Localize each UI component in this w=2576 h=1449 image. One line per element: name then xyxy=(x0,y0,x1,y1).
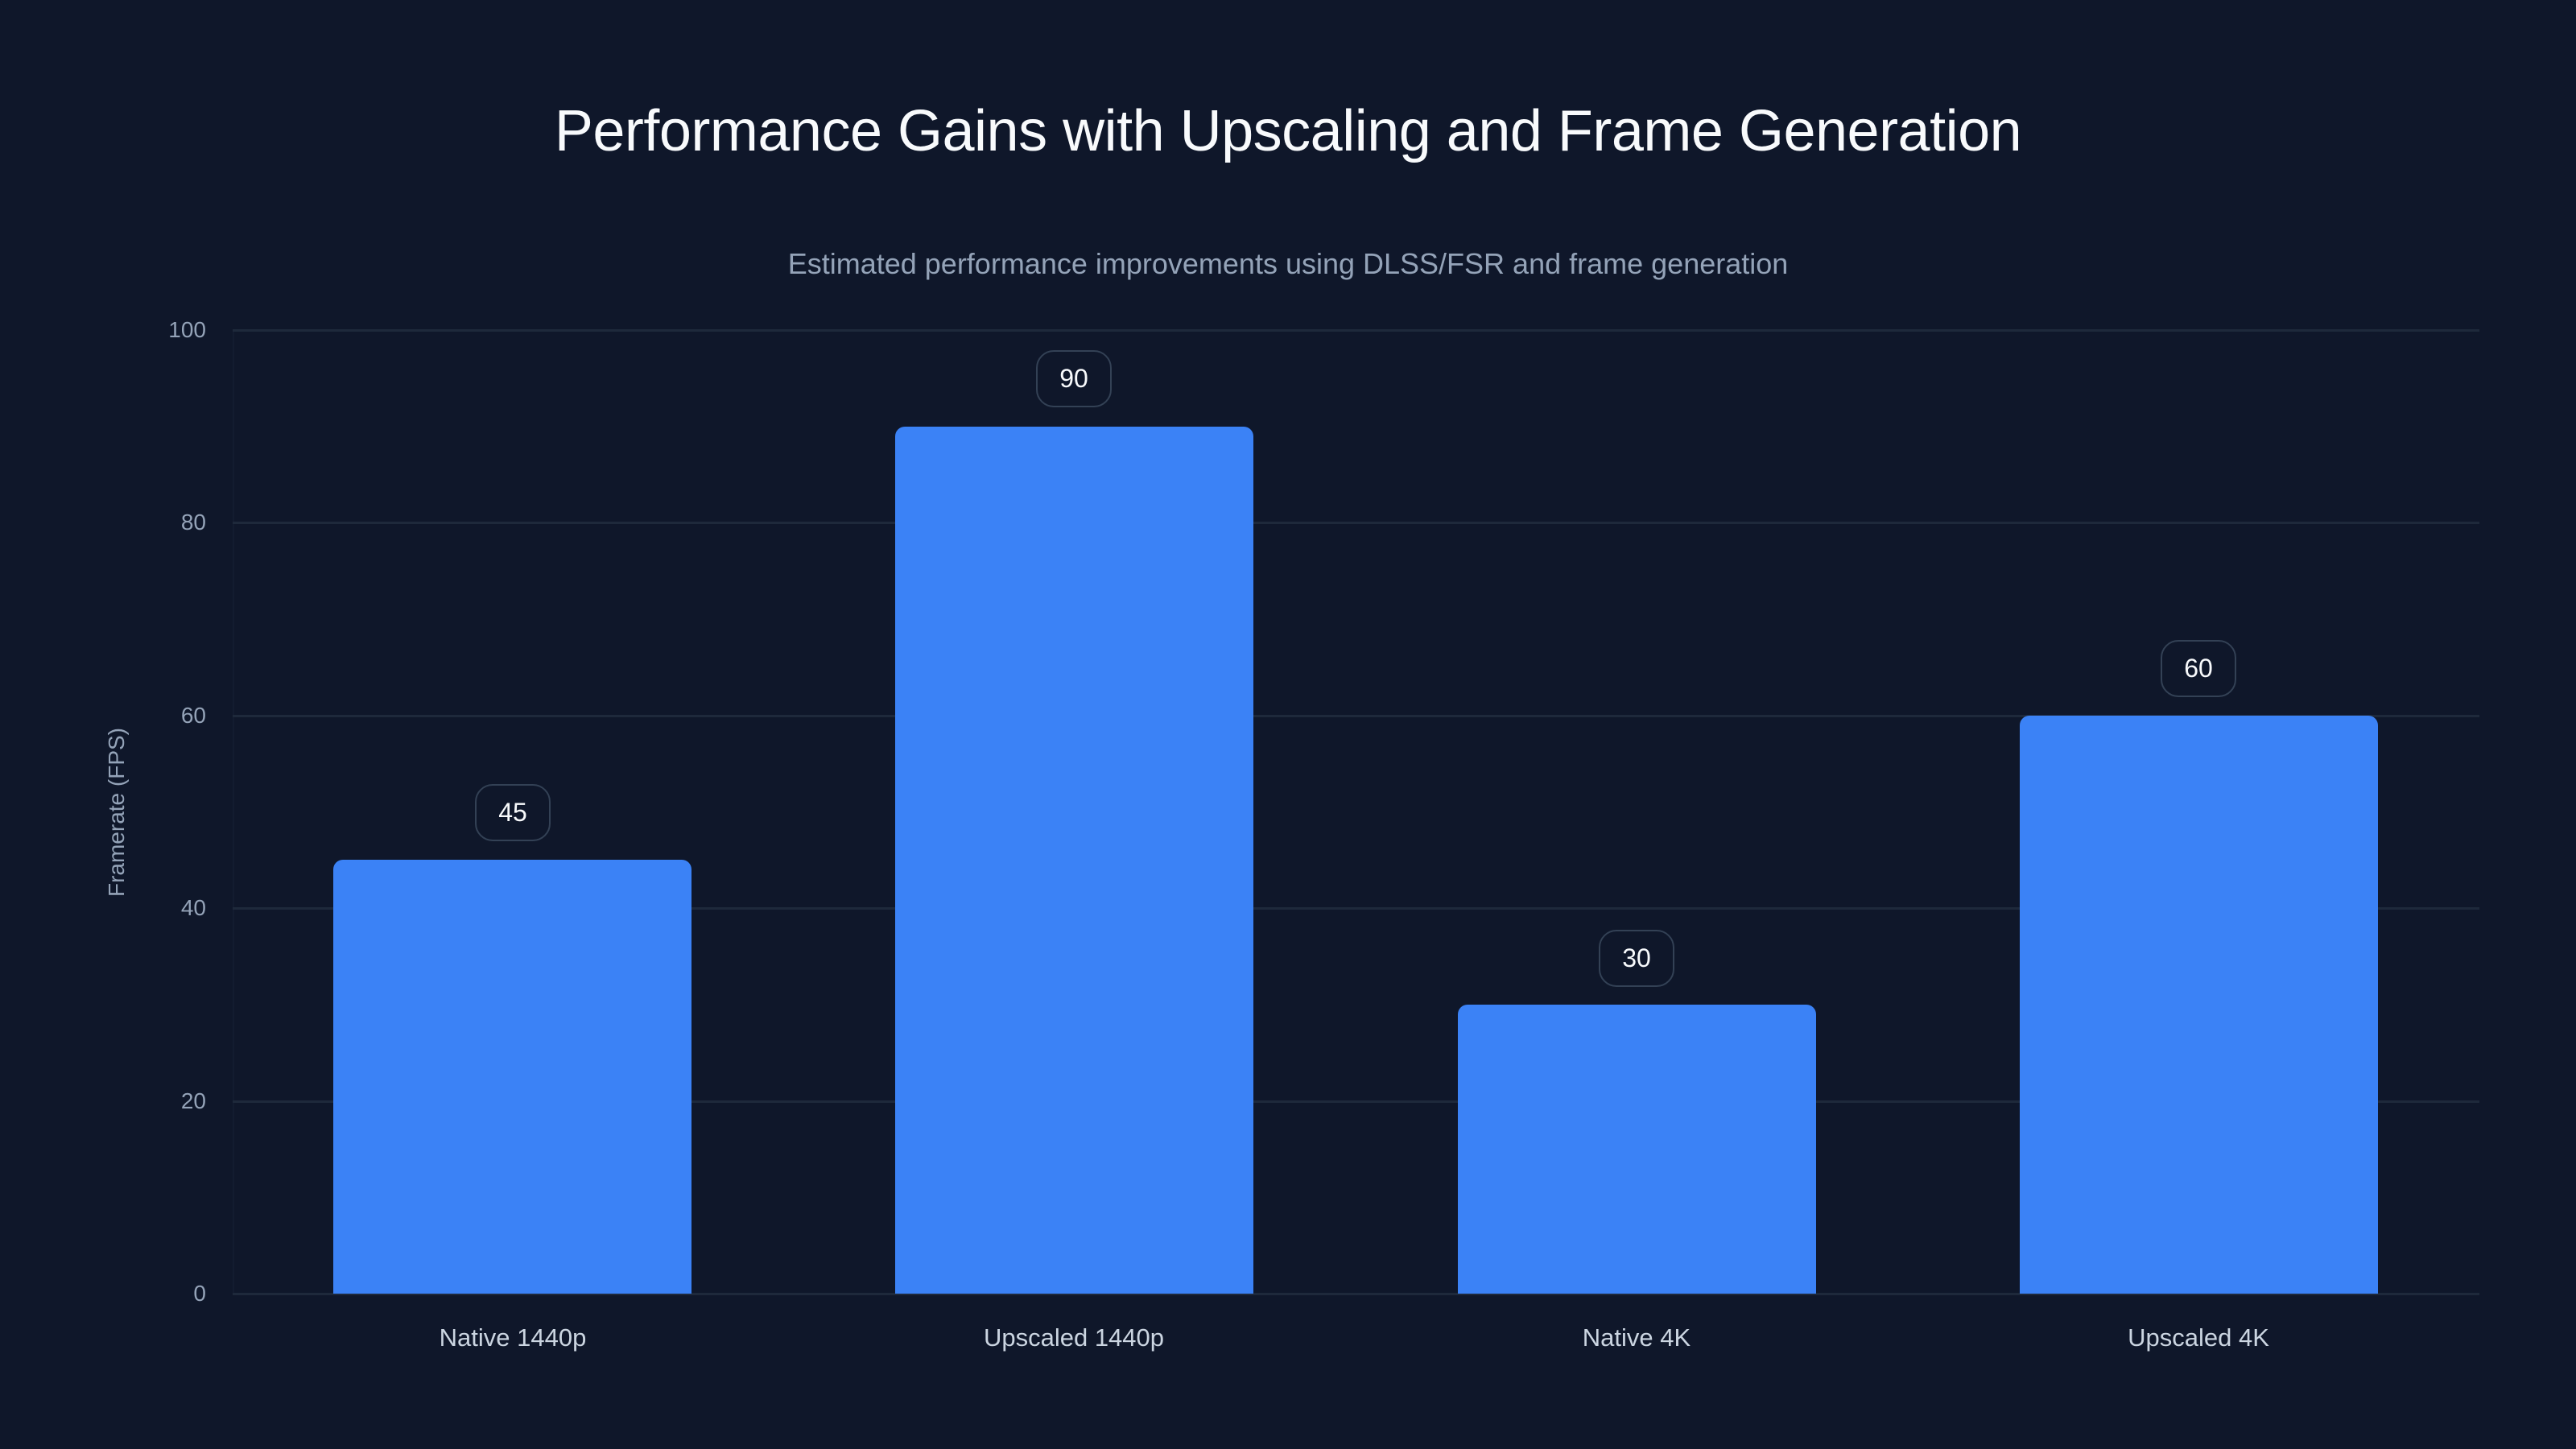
gridline-100 xyxy=(233,329,2479,332)
bar-native-1440p[interactable] xyxy=(333,860,691,1294)
gridline-20 xyxy=(233,1100,2479,1103)
value-label-native-1440p: 45 xyxy=(475,784,551,841)
gridline-80 xyxy=(233,522,2479,524)
y-axis-line xyxy=(233,330,234,1294)
chart-title: Performance Gains with Upscaling and Fra… xyxy=(554,99,2022,163)
y-axis-label: Framerate (FPS) xyxy=(104,727,129,898)
plot-area xyxy=(233,329,2479,1295)
value-label-upscaled-1440p: 90 xyxy=(1036,350,1112,407)
x-label-upscaled-4k: Upscaled 4K xyxy=(2128,1323,2269,1352)
y-tick-100: 100 xyxy=(168,317,206,342)
y-tick-80: 80 xyxy=(180,510,206,535)
value-label-native-4k: 30 xyxy=(1599,930,1674,987)
chart-subtitle: Estimated performance improvements using… xyxy=(787,247,1789,280)
x-label-native-4k: Native 4K xyxy=(1582,1323,1691,1352)
gridline-40 xyxy=(233,907,2479,910)
x-label-upscaled-1440p: Upscaled 1440p xyxy=(983,1323,1165,1352)
x-label-native-1440p: Native 1440p xyxy=(439,1323,587,1352)
gridline-60 xyxy=(233,715,2479,717)
y-tick-0: 0 xyxy=(193,1281,206,1306)
value-label-upscaled-4k: 60 xyxy=(2161,640,2236,697)
bar-native-4k[interactable] xyxy=(1458,1005,1816,1294)
gridline-0 xyxy=(233,1293,2479,1295)
y-tick-60: 60 xyxy=(180,703,206,728)
bar-upscaled-4k[interactable] xyxy=(2020,716,2378,1294)
bar-upscaled-1440p[interactable] xyxy=(895,427,1253,1294)
y-tick-20: 20 xyxy=(180,1088,206,1113)
y-tick-40: 40 xyxy=(180,895,206,920)
